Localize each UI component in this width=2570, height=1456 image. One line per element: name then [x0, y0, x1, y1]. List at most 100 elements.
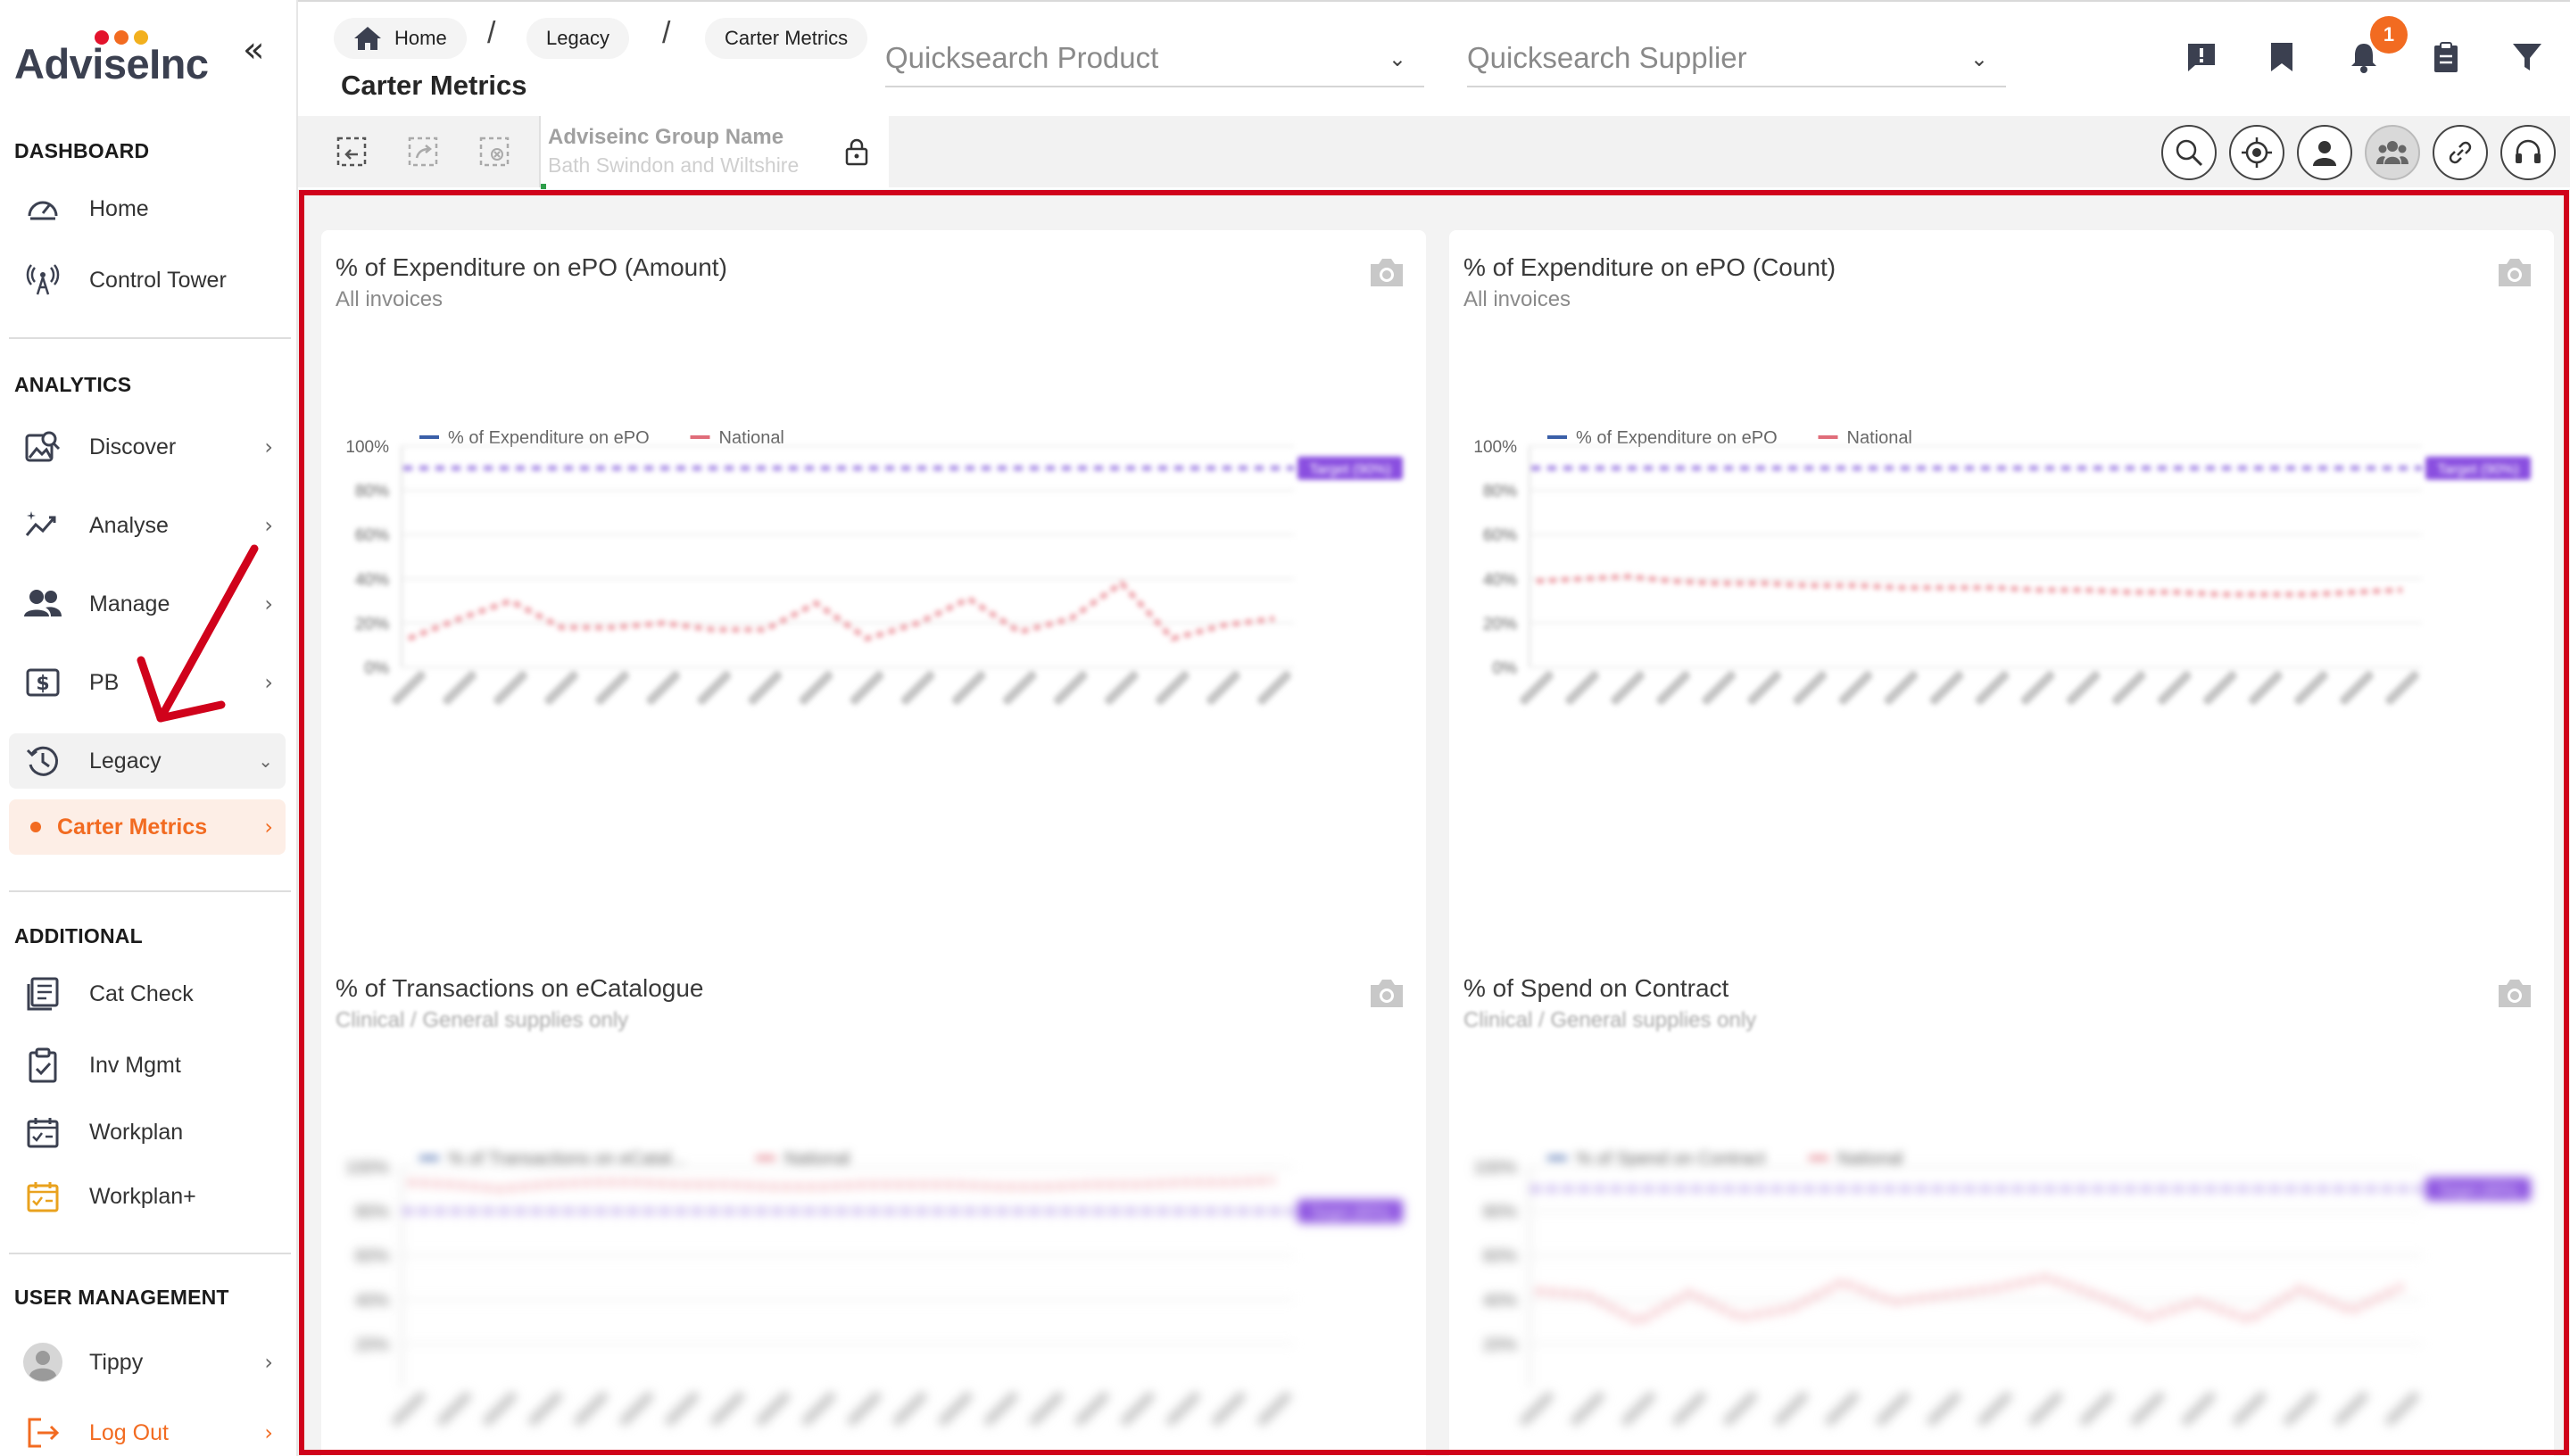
select-region-back-icon[interactable] [334, 134, 369, 170]
sidebar-item-label: Legacy [89, 748, 162, 774]
camera-icon[interactable] [1367, 257, 1406, 289]
lock-icon[interactable] [844, 137, 869, 170]
sidebar-item-manage[interactable]: Manage › [9, 576, 286, 632]
line-chart: % of Transactions on eCatal... National10… [345, 1149, 1403, 1426]
x-tick-label [1884, 671, 1919, 705]
feedback-icon[interactable] [2184, 39, 2219, 75]
chart-card-ecatalogue: % of Transactions on eCatalogue Clinical… [321, 951, 1426, 1456]
section-dashboard: DASHBOARD [14, 139, 150, 162]
sidebar-item-analyse[interactable]: Analyse › [9, 498, 286, 553]
y-tick-label: 0% [1493, 659, 1518, 678]
chevron-right-icon: › [264, 592, 273, 616]
sidebar-item-legacy[interactable]: Legacy ⌄ [9, 733, 286, 789]
sidebar-item-label: Tippy [89, 1349, 144, 1375]
chevron-right-icon: › [264, 815, 273, 840]
x-tick-label [2232, 1392, 2267, 1426]
target-icon[interactable] [2229, 125, 2284, 180]
bell-icon[interactable] [2346, 39, 2382, 75]
x-tick-label [1702, 671, 1737, 705]
chevron-down-icon[interactable]: ⌄ [1969, 46, 1988, 71]
sidebar-item-label: PB [89, 669, 120, 695]
quicksearch-supplier-input[interactable]: Quicksearch Supplier ⌄ [1467, 30, 2006, 87]
x-tick-label [1002, 671, 1037, 705]
x-tick-label [1029, 1392, 1064, 1426]
target-label-box [1297, 456, 1403, 480]
target-label-box [1297, 1199, 1403, 1223]
x-tick-label [2385, 671, 2419, 705]
x-tick-label [2248, 671, 2283, 705]
x-tick-label [1975, 671, 2010, 705]
target-label: Target (90%) [1309, 462, 1391, 477]
page-title: Carter Metrics [341, 70, 527, 101]
chevron-down-icon: ⌄ [258, 750, 273, 772]
filter-icon[interactable] [2509, 39, 2545, 75]
camera-icon[interactable] [1367, 978, 1406, 1010]
x-tick-label [483, 1392, 517, 1426]
active-bullet-icon [30, 822, 41, 832]
breadcrumb-label: Legacy [546, 27, 609, 49]
sidebar-item-inv-mgmt[interactable]: Inv Mgmt [9, 1038, 286, 1093]
camera-icon[interactable] [2495, 257, 2534, 289]
search-icon[interactable] [2161, 125, 2217, 180]
x-tick-label [2294, 671, 2328, 705]
line-chart: % of Expenditure on ePO National 80% 60% 40%… [1473, 428, 2531, 705]
x-tick-label [1611, 671, 1645, 705]
x-tick-label [801, 1392, 836, 1426]
chevron-right-icon: › [264, 670, 273, 695]
y-tick-label: 0% [365, 659, 390, 678]
x-tick-label [1621, 1392, 1655, 1426]
card-subtitle: Clinical / General supplies only [336, 1008, 629, 1032]
card-subtitle: All invoices [1463, 287, 1571, 311]
y-tick-label: 100% [345, 1159, 389, 1178]
sidebar: AdviseInc « DASHBOARD Home Control Tower… [0, 0, 298, 1456]
double-chevron-left-icon[interactable]: « [243, 29, 265, 70]
sidebar-item-home[interactable]: Home [9, 181, 286, 236]
chart-plot-area: 80% 60% 40% 20% 0% Target (90%) [1483, 445, 2531, 705]
select-region-clear-icon[interactable] [477, 134, 512, 170]
x-tick-label [2130, 1392, 2165, 1426]
x-tick-label [1977, 1392, 2012, 1426]
link-icon[interactable] [2433, 125, 2488, 180]
group-name-field[interactable]: Adviseinc Group Name Bath Swindon and Wi… [539, 116, 889, 189]
person-icon[interactable] [2297, 125, 2352, 180]
x-tick-label [544, 671, 579, 705]
x-tick-label [1929, 671, 1964, 705]
group-people-icon[interactable] [2365, 125, 2420, 180]
sidebar-item-workplan[interactable]: Workplan [9, 1104, 286, 1160]
sidebar-item-log-out[interactable]: Log Out › [9, 1405, 286, 1456]
bookmark-icon[interactable] [2264, 39, 2300, 75]
x-tick-label [1120, 1392, 1155, 1426]
sidebar-item-control-tower[interactable]: Control Tower [9, 252, 286, 308]
x-tick-label [2020, 671, 2055, 705]
sidebar-item-label: Workplan+ [89, 1183, 196, 1209]
target-label: Target (80%) [1309, 1205, 1391, 1220]
sidebar-item-tippy[interactable]: Tippy › [9, 1335, 286, 1390]
sidebar-item-discover[interactable]: Discover › [9, 419, 286, 475]
x-tick-label [1257, 1392, 1291, 1426]
card-title: % of Spend on Contract [1463, 974, 1729, 1002]
chevron-down-icon[interactable]: ⌄ [1388, 46, 1406, 71]
x-tick-label [2334, 1392, 2368, 1426]
sidebar-item-pb[interactable]: $ PB › [9, 655, 286, 710]
sidebar-item-label: Home [89, 195, 149, 221]
section-additional: ADDITIONAL [14, 924, 143, 947]
legend-label-national: National [1847, 428, 1912, 448]
adviseinc-logo[interactable]: AdviseInc [14, 30, 246, 87]
sidebar-item-cat-check[interactable]: Cat Check [9, 966, 286, 1022]
clipboard-icon[interactable] [2428, 39, 2464, 75]
camera-icon[interactable] [2495, 978, 2534, 1010]
home-icon [353, 26, 382, 51]
sidebar-item-carter-metrics[interactable]: Carter Metrics › [9, 799, 286, 855]
headset-icon[interactable] [2500, 125, 2556, 180]
x-tick-label [392, 671, 426, 705]
breadcrumb-legacy[interactable]: Legacy [526, 18, 629, 59]
x-tick-label [892, 1392, 927, 1426]
sidebar-item-workplan-plus[interactable]: Workplan+ [9, 1169, 286, 1224]
y-tick-label: 80% [1483, 483, 1517, 501]
sidebar-item-label: Carter Metrics [57, 814, 208, 840]
legend-label-primary: % of Expenditure on ePO [448, 428, 650, 448]
breadcrumb-home[interactable]: Home [334, 18, 467, 59]
select-region-share-icon[interactable] [405, 134, 441, 170]
breadcrumb-carter-metrics[interactable]: Carter Metrics [705, 18, 868, 59]
quicksearch-product-input[interactable]: Quicksearch Product ⌄ [885, 30, 1424, 87]
